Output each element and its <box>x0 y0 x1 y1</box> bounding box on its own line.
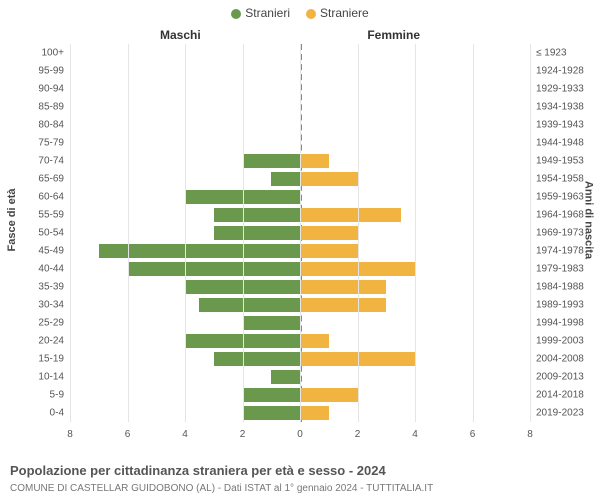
bar-female <box>300 172 358 186</box>
age-label: 50-54 <box>38 228 64 239</box>
birth-year-label: 1949-1953 <box>536 156 584 167</box>
bar-female <box>300 226 358 240</box>
age-label: 10-14 <box>38 372 64 383</box>
bar-female <box>300 298 386 312</box>
age-label: 85-89 <box>38 102 64 113</box>
x-tick-label: 4 <box>182 429 188 440</box>
population-pyramid-chart: Stranieri Straniere Maschi Femmine Fasce … <box>0 0 600 500</box>
bar-male <box>128 262 301 276</box>
bar-male <box>214 352 300 366</box>
bar-male <box>271 172 300 186</box>
grid-line <box>530 44 531 422</box>
x-tick-label: 2 <box>355 429 361 440</box>
grid-line <box>415 44 416 422</box>
grid-line <box>300 44 301 422</box>
age-label: 100+ <box>41 48 64 59</box>
age-label: 45-49 <box>38 246 64 257</box>
age-label: 5-9 <box>50 390 64 401</box>
age-label: 65-69 <box>38 174 64 185</box>
y-axis-left-title: Fasce di età <box>6 189 18 252</box>
bar-male <box>243 388 301 402</box>
grid-line <box>70 44 71 422</box>
chart-caption: Popolazione per cittadinanza straniera p… <box>10 463 386 478</box>
legend-item: Stranieri <box>231 6 290 20</box>
age-label: 70-74 <box>38 156 64 167</box>
bar-male <box>214 226 300 240</box>
header-male: Maschi <box>160 28 201 42</box>
birth-year-label: 1944-1948 <box>536 138 584 149</box>
x-tick-label: 4 <box>412 429 418 440</box>
age-label: 90-94 <box>38 84 64 95</box>
legend-item: Straniere <box>306 6 369 20</box>
birth-year-label: 2014-2018 <box>536 390 584 401</box>
bar-female <box>300 334 329 348</box>
grid-line <box>243 44 244 422</box>
birth-year-label: 1969-1973 <box>536 228 584 239</box>
legend: Stranieri Straniere <box>0 6 600 20</box>
header-female: Femmine <box>367 28 420 42</box>
bar-female <box>300 208 401 222</box>
grid-line <box>473 44 474 422</box>
bar-female <box>300 406 329 420</box>
birth-year-label: ≤ 1923 <box>536 48 567 59</box>
age-label: 40-44 <box>38 264 64 275</box>
age-label: 75-79 <box>38 138 64 149</box>
birth-year-label: 2019-2023 <box>536 408 584 419</box>
bar-male <box>243 316 301 330</box>
bar-female <box>300 244 358 258</box>
legend-dot <box>231 9 241 19</box>
bar-male <box>199 298 300 312</box>
birth-year-label: 2009-2013 <box>536 372 584 383</box>
bar-male <box>243 406 301 420</box>
birth-year-label: 1964-1968 <box>536 210 584 221</box>
bar-female <box>300 388 358 402</box>
birth-year-label: 1934-1938 <box>536 102 584 113</box>
bar-female <box>300 154 329 168</box>
birth-year-label: 1984-1988 <box>536 282 584 293</box>
birth-year-label: 1939-1943 <box>536 120 584 131</box>
grid-line <box>185 44 186 422</box>
x-tick-label: 6 <box>470 429 476 440</box>
bar-male <box>243 154 301 168</box>
birth-year-label: 1999-2003 <box>536 336 584 347</box>
bar-male <box>214 208 300 222</box>
x-tick-label: 0 <box>297 429 303 440</box>
grid-line <box>128 44 129 422</box>
age-label: 0-4 <box>50 408 64 419</box>
age-label: 60-64 <box>38 192 64 203</box>
birth-year-label: 1954-1958 <box>536 174 584 185</box>
age-label: 25-29 <box>38 318 64 329</box>
age-label: 20-24 <box>38 336 64 347</box>
birth-year-label: 2004-2008 <box>536 354 584 365</box>
bar-male <box>99 244 300 258</box>
x-tick-label: 8 <box>67 429 73 440</box>
x-tick-label: 2 <box>240 429 246 440</box>
age-label: 55-59 <box>38 210 64 221</box>
bar-female <box>300 280 386 294</box>
x-tick-label: 6 <box>125 429 131 440</box>
age-label: 80-84 <box>38 120 64 131</box>
birth-year-label: 1929-1933 <box>536 84 584 95</box>
legend-label: Stranieri <box>245 6 290 20</box>
legend-dot <box>306 9 316 19</box>
age-label: 30-34 <box>38 300 64 311</box>
plot-area: 100+≤ 192395-991924-192890-941929-193385… <box>70 44 530 444</box>
x-tick-label: 8 <box>527 429 533 440</box>
age-label: 35-39 <box>38 282 64 293</box>
age-label: 15-19 <box>38 354 64 365</box>
grid-line <box>358 44 359 422</box>
birth-year-label: 1994-1998 <box>536 318 584 329</box>
birth-year-label: 1924-1928 <box>536 66 584 77</box>
birth-year-label: 1974-1978 <box>536 246 584 257</box>
age-label: 95-99 <box>38 66 64 77</box>
birth-year-label: 1989-1993 <box>536 300 584 311</box>
chart-subcaption: COMUNE DI CASTELLAR GUIDOBONO (AL) - Dat… <box>10 483 433 494</box>
birth-year-label: 1959-1963 <box>536 192 584 203</box>
legend-label: Straniere <box>320 6 369 20</box>
birth-year-label: 1979-1983 <box>536 264 584 275</box>
bar-male <box>271 370 300 384</box>
